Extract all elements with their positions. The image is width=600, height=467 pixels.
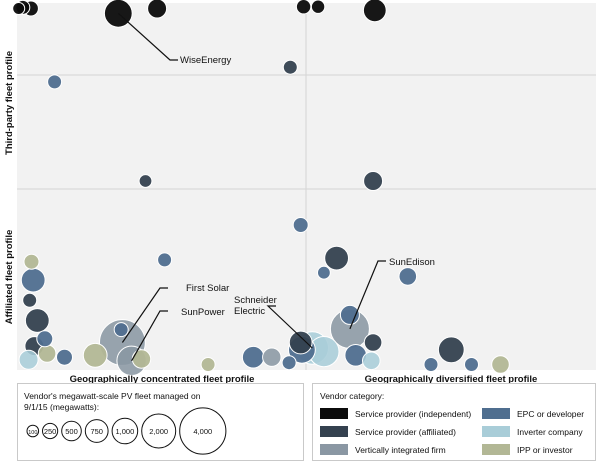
category-label: Service provider (affiliated): [355, 426, 456, 437]
bubble-epc: [292, 217, 309, 233]
bubble-ipp: [200, 357, 216, 372]
bubble-epc: [36, 330, 54, 348]
size-legend-title: Vendor's megawatt-scale PV fleet managed…: [24, 391, 201, 412]
bubble-inv: [362, 351, 381, 371]
category-legend: Vendor category: Service provider (indep…: [312, 383, 596, 461]
category-legend-item: Vertically integrated firm: [320, 444, 446, 455]
bubble-sp_aff: [363, 171, 384, 191]
bubble-inv: [18, 349, 39, 370]
bubble-epc: [20, 267, 46, 293]
category-legend-item: EPC or developer: [482, 408, 584, 419]
x-axis-label-right: Geographically diversified fleet profile: [365, 374, 538, 385]
size-legend-circle: [61, 420, 82, 442]
size-legend-circle: [41, 422, 59, 440]
bubble-epc: [157, 252, 173, 268]
y-axis-label-bottom: Affiliated fleet profile: [4, 230, 15, 324]
chart-grid: [17, 3, 596, 370]
bubble-ipp: [37, 344, 57, 363]
category-swatch: [482, 444, 510, 455]
annotation-label: First Solar: [186, 283, 229, 294]
category-label: IPP or investor: [517, 444, 573, 455]
bubble-epc: [241, 345, 265, 369]
category-swatch: [320, 444, 348, 455]
bubble-sp_aff: [363, 333, 383, 352]
annotation-label: SunEdison: [389, 257, 435, 268]
bubble-sp_aff: [288, 330, 313, 355]
size-legend-circle: [179, 407, 227, 455]
y-axis-label-top: Third-party fleet profile: [4, 51, 15, 155]
bubble-epc: [281, 355, 297, 371]
bubble-epc: [113, 322, 129, 338]
bubble-epc: [464, 357, 479, 372]
category-label: Service provider (independent): [355, 408, 472, 419]
annotation-label: SunPower: [181, 307, 225, 318]
size-legend: Vendor's megawatt-scale PV fleet managed…: [17, 383, 304, 461]
size-legend-label: 500: [65, 427, 78, 436]
category-swatch: [320, 426, 348, 437]
category-label: Vertically integrated firm: [355, 444, 446, 455]
size-legend-bubbles: 100 250 500 750 1,000 2,000 4,000: [26, 407, 227, 455]
bubble-sp_aff: [324, 245, 350, 271]
annotation-label: Schneider Electric: [234, 295, 277, 317]
annotation-leader-line: [266, 305, 313, 349]
size-legend-circle: [26, 424, 40, 438]
size-legend-label: 250: [44, 427, 57, 436]
bubble-epc: [423, 357, 439, 372]
size-legend-circle: [141, 413, 177, 449]
annotation-layer: WiseEnergy First Solar SunPower Schneider El…: [117, 12, 435, 362]
bubble-sp_aff: [282, 59, 298, 75]
category-swatch: [482, 426, 510, 437]
size-legend-circle: [111, 417, 139, 445]
category-label: EPC or developer: [517, 408, 585, 419]
bubble-ipp: [82, 342, 108, 368]
size-legend-label: 100: [28, 430, 37, 436]
category-legend-item: Service provider (independent): [320, 408, 471, 419]
bubble-sp_ind: [147, 0, 168, 19]
category-swatch: [482, 408, 510, 419]
category-legend-item: Service provider (affiliated): [320, 426, 456, 437]
size-legend-label: 750: [90, 427, 103, 436]
annotation-leader-line: [121, 287, 168, 343]
bubble-sp_ind: [295, 0, 312, 15]
bubble-sp_aff: [24, 308, 50, 333]
category-legend-title: Vendor category:: [320, 391, 385, 401]
bubble-sp_aff: [22, 292, 38, 308]
bubble-epc: [398, 267, 418, 286]
category-label: Inverter company: [517, 426, 583, 437]
category-legend-item: Inverter company: [482, 426, 583, 437]
bubble-epc: [317, 265, 331, 280]
annotation-leader-line: [117, 12, 178, 61]
category-legend-item: IPP or investor: [482, 444, 573, 455]
size-legend-label: 2,000: [149, 427, 168, 436]
annotation-label: WiseEnergy: [180, 55, 231, 66]
x-axis-label-left: Geographically concentrated fleet profil…: [70, 374, 255, 385]
size-legend-label: 4,000: [193, 427, 212, 436]
annotation-leader-line: [131, 310, 168, 362]
bubble-sp_aff: [437, 336, 465, 364]
axis-labels: Geographically concentrated fleet profil…: [4, 51, 537, 385]
bubble-epc: [339, 304, 360, 325]
bubble-ipp: [491, 355, 510, 374]
size-legend-label: 1,000: [116, 427, 135, 436]
category-swatch: [320, 408, 348, 419]
annotation-leader-line: [349, 260, 386, 330]
bubble-sp_ind: [310, 0, 326, 14]
bubble-epc: [56, 348, 73, 366]
bubble-sp_ind: [12, 2, 26, 15]
bubble-vif: [262, 347, 282, 367]
bubble-sp_ind: [362, 0, 387, 23]
bubble-epc: [47, 74, 63, 90]
bubble-sp_aff: [138, 174, 153, 188]
bubble-ipp: [23, 253, 40, 270]
bubble-ipp: [131, 349, 152, 369]
size-legend-circle: [84, 419, 109, 443]
